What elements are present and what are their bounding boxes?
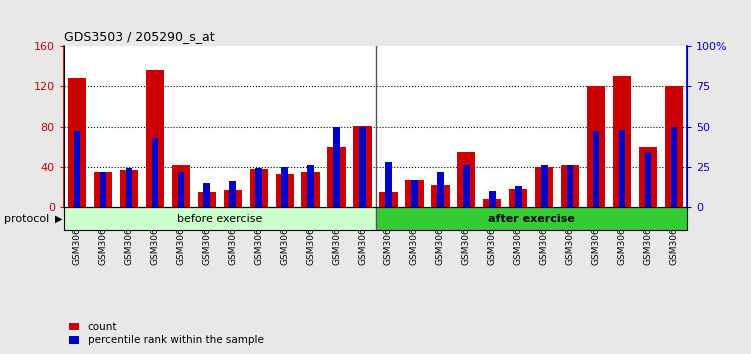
Bar	[613, 76, 632, 207]
Bar	[567, 165, 574, 207]
Bar	[94, 172, 112, 207]
Bar	[437, 172, 444, 207]
Bar	[561, 165, 579, 207]
Bar	[172, 165, 190, 207]
Bar	[463, 165, 469, 207]
Legend: count, percentile rank within the sample: count, percentile rank within the sample	[69, 322, 264, 345]
Bar	[230, 181, 236, 207]
Bar	[125, 169, 132, 207]
Bar	[249, 169, 267, 207]
Bar	[198, 192, 216, 207]
Bar	[406, 180, 424, 207]
Bar	[100, 172, 106, 207]
Bar	[119, 170, 138, 207]
Bar	[359, 127, 366, 207]
Text: before exercise: before exercise	[177, 213, 262, 224]
Bar	[68, 78, 86, 207]
Bar	[541, 165, 547, 207]
Bar	[152, 138, 158, 207]
Bar	[224, 190, 242, 207]
Bar	[379, 192, 397, 207]
Bar	[671, 127, 677, 207]
Bar	[333, 127, 339, 207]
Text: ▶: ▶	[55, 213, 62, 224]
Bar	[255, 169, 262, 207]
Bar	[489, 191, 496, 207]
Bar	[385, 162, 392, 207]
Text: GDS3503 / 205290_s_at: GDS3503 / 205290_s_at	[64, 30, 215, 44]
Bar	[412, 180, 418, 207]
Bar	[204, 183, 210, 207]
Bar	[431, 185, 450, 207]
Bar	[665, 86, 683, 207]
Bar	[484, 199, 502, 207]
Bar	[639, 147, 657, 207]
Bar	[376, 207, 687, 230]
Bar	[64, 207, 376, 230]
Bar	[282, 167, 288, 207]
Bar	[619, 130, 626, 207]
Bar	[354, 126, 372, 207]
Bar	[509, 189, 527, 207]
Bar	[645, 152, 651, 207]
Bar	[307, 165, 314, 207]
Bar	[587, 86, 605, 207]
Bar	[74, 131, 80, 207]
Text: protocol: protocol	[4, 213, 49, 224]
Bar	[457, 152, 475, 207]
Bar	[327, 147, 345, 207]
Bar	[146, 70, 164, 207]
Bar	[276, 174, 294, 207]
Bar	[177, 172, 184, 207]
Bar	[301, 172, 320, 207]
Bar	[593, 131, 599, 207]
Bar	[515, 186, 521, 207]
Text: after exercise: after exercise	[488, 213, 575, 224]
Bar	[535, 167, 553, 207]
